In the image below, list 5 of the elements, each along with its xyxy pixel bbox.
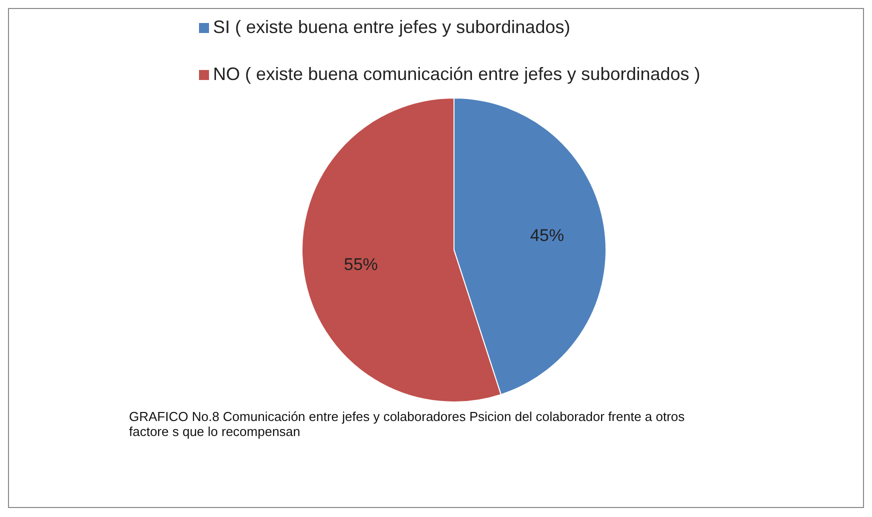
data-label: 45%: [530, 226, 564, 245]
legend-label: SI ( existe buena entre jefes y subordinados): [213, 17, 570, 38]
text: GRAFICO No.8 Comunicación entre jefes y colaboradores Psicion del colaborador frente a otros factore s que lo recompensan: [128, 409, 686, 439]
legend-label: NO ( existe buena comunicación entre jefes y subordinados ): [213, 64, 700, 85]
data-label: 55%: [344, 255, 378, 274]
